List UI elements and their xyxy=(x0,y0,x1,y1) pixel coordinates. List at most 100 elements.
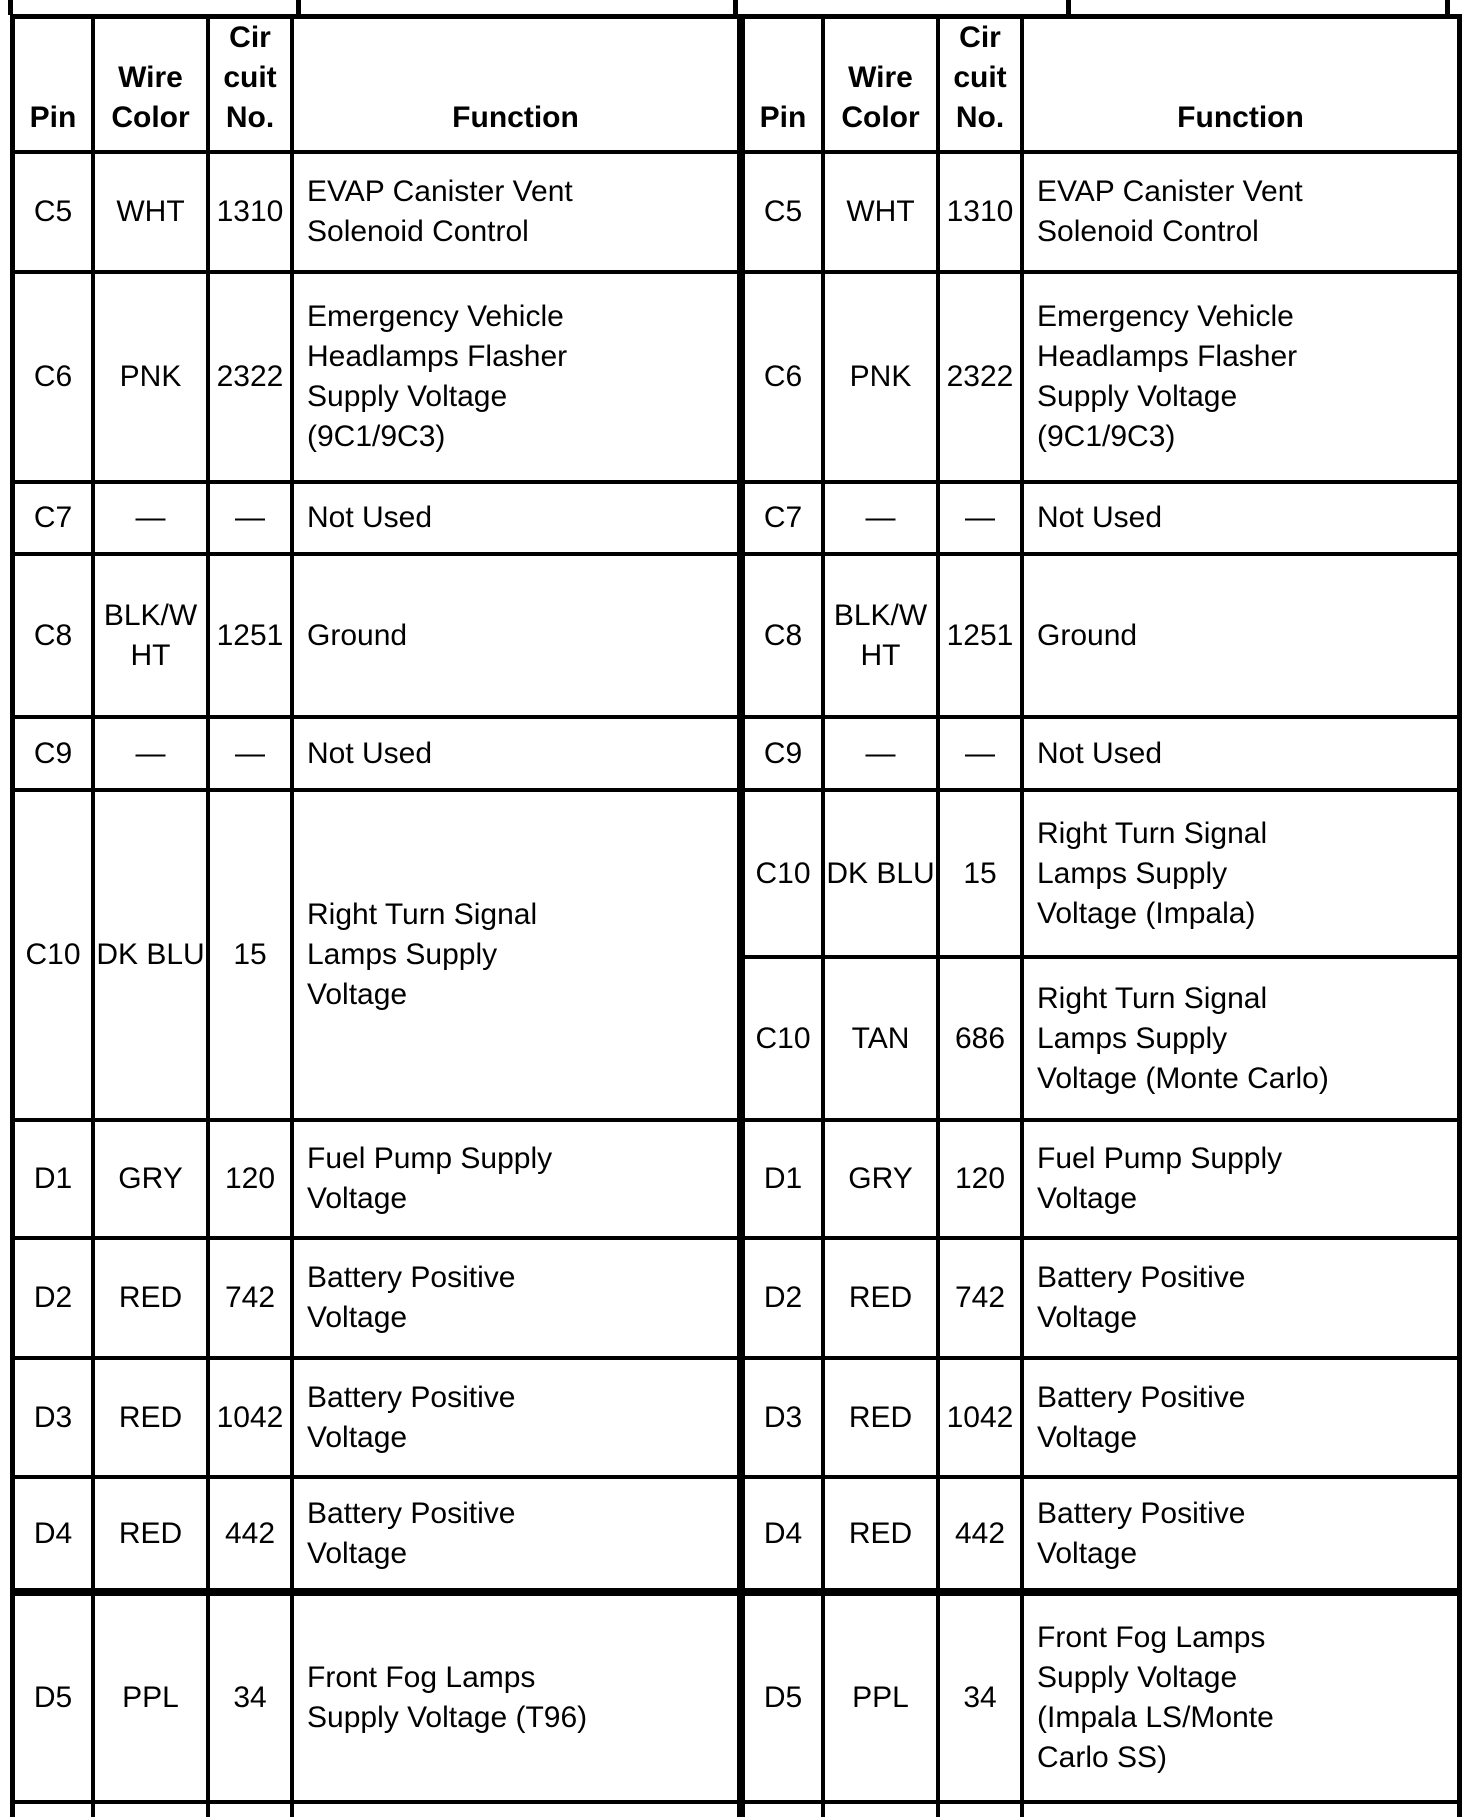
circuit-no-cell: 34 xyxy=(940,1596,1024,1804)
wire-color-cell: RED xyxy=(95,1479,210,1596)
pin-cell: D2 xyxy=(745,1240,825,1360)
header-wire-color: Wire Color xyxy=(825,19,940,154)
pin-cell: C5 xyxy=(745,154,825,274)
wire-color-cell: GRY xyxy=(825,1122,940,1240)
wire-color-cell: — xyxy=(825,484,940,556)
cropped-grid-remnant-tick xyxy=(296,0,301,15)
circuit-no-cell: 442 xyxy=(210,1479,294,1596)
cropped-next-row-cell xyxy=(210,1804,294,1817)
wire-color-cell: BLK/W HT xyxy=(825,556,940,719)
wire-color-cell: RED xyxy=(95,1240,210,1360)
function-cell: Battery Positive Voltage xyxy=(1024,1240,1457,1360)
wire-color-cell: RED xyxy=(95,1360,210,1479)
function-cell: Fuel Pump Supply Voltage xyxy=(1024,1122,1457,1240)
circuit-no-cell: 2322 xyxy=(210,274,294,484)
pin-cell: C9 xyxy=(15,719,95,792)
pin-cell: C8 xyxy=(745,556,825,719)
wire-color-cell: — xyxy=(825,719,940,792)
circuit-no-cell: 15 xyxy=(210,792,294,1122)
function-cell: Battery Positive Voltage xyxy=(1024,1360,1457,1479)
header-function: Function xyxy=(294,19,737,154)
left-pinout-table: Pin Wire Color Cir cuit No. Function C5 … xyxy=(10,14,742,1817)
pin-cell: C6 xyxy=(745,274,825,484)
wire-color-cell: — xyxy=(95,719,210,792)
header-pin: Pin xyxy=(745,19,825,154)
pin-cell: D3 xyxy=(745,1360,825,1479)
circuit-no-cell: 2322 xyxy=(940,274,1024,484)
circuit-no-cell: — xyxy=(940,484,1024,556)
header-circuit-no: Cir cuit No. xyxy=(940,19,1024,154)
cropped-next-row-cell xyxy=(745,1804,825,1817)
circuit-no-cell: 34 xyxy=(210,1596,294,1804)
wire-color-cell: PNK xyxy=(825,274,940,484)
pin-cell: C8 xyxy=(15,556,95,719)
function-cell: Front Fog Lamps Supply Voltage (T96) xyxy=(294,1596,737,1804)
function-cell: Ground xyxy=(294,556,737,719)
circuit-no-cell: 120 xyxy=(210,1122,294,1240)
circuit-no-cell: 15 xyxy=(940,792,1024,959)
wire-color-cell: WHT xyxy=(95,154,210,274)
function-cell: Emergency Vehicle Headlamps Flasher Supp… xyxy=(294,274,737,484)
pin-cell: D4 xyxy=(745,1479,825,1596)
header-function: Function xyxy=(1024,19,1457,154)
cropped-grid-remnant-tick xyxy=(1066,0,1071,15)
circuit-no-cell: 1310 xyxy=(940,154,1024,274)
pin-cell: D5 xyxy=(745,1596,825,1804)
wire-color-cell: GRY xyxy=(95,1122,210,1240)
cropped-next-row-cell xyxy=(95,1804,210,1817)
pin-cell: C7 xyxy=(745,484,825,556)
function-cell: Ground xyxy=(1024,556,1457,719)
circuit-no-cell: 442 xyxy=(940,1479,1024,1596)
wire-color-cell: PPL xyxy=(825,1596,940,1804)
function-cell: Not Used xyxy=(294,719,737,792)
cropped-next-row-cell xyxy=(825,1804,940,1817)
wire-color-cell: PPL xyxy=(95,1596,210,1804)
circuit-no-cell: 1251 xyxy=(940,556,1024,719)
circuit-no-cell: 1251 xyxy=(210,556,294,719)
header-pin: Pin xyxy=(15,19,95,154)
wire-color-cell: RED xyxy=(825,1240,940,1360)
pin-cell: C9 xyxy=(745,719,825,792)
function-cell: Not Used xyxy=(1024,484,1457,556)
pin-cell: C5 xyxy=(15,154,95,274)
circuit-no-cell: 1042 xyxy=(940,1360,1024,1479)
pin-cell: D1 xyxy=(15,1122,95,1240)
function-cell: Right Turn Signal Lamps Supply Voltage xyxy=(294,792,737,1122)
right-pinout-table: Pin Wire Color Cir cuit No. Function C5 … xyxy=(740,14,1462,1817)
wire-color-cell: DK BLU xyxy=(95,792,210,1122)
circuit-no-cell: 120 xyxy=(940,1122,1024,1240)
circuit-no-cell: — xyxy=(210,484,294,556)
pin-cell: D5 xyxy=(15,1596,95,1804)
pin-cell: D1 xyxy=(745,1122,825,1240)
pin-cell: D2 xyxy=(15,1240,95,1360)
function-cell: Not Used xyxy=(1024,719,1457,792)
pin-cell: C10 xyxy=(745,959,825,1122)
cropped-grid-remnant-tick xyxy=(733,0,738,15)
function-cell: Fuel Pump Supply Voltage xyxy=(294,1122,737,1240)
circuit-no-cell: — xyxy=(210,719,294,792)
wire-color-cell: BLK/W HT xyxy=(95,556,210,719)
cropped-grid-remnant-tick xyxy=(8,0,13,15)
pin-cell: C10 xyxy=(745,792,825,959)
circuit-no-cell: 1310 xyxy=(210,154,294,274)
cropped-next-row-cell xyxy=(940,1804,1024,1817)
wire-color-cell: TAN xyxy=(825,959,940,1122)
wire-color-cell: — xyxy=(95,484,210,556)
circuit-no-cell: 742 xyxy=(210,1240,294,1360)
pin-cell: D4 xyxy=(15,1479,95,1596)
function-cell: Battery Positive Voltage xyxy=(294,1240,737,1360)
wire-color-cell: DK BLU xyxy=(825,792,940,959)
function-cell: Battery Positive Voltage xyxy=(294,1360,737,1479)
cropped-next-row-cell xyxy=(1024,1804,1457,1817)
pin-cell: C7 xyxy=(15,484,95,556)
circuit-no-cell: 742 xyxy=(940,1240,1024,1360)
pin-cell: C6 xyxy=(15,274,95,484)
circuit-no-cell: — xyxy=(940,719,1024,792)
pin-cell: D3 xyxy=(15,1360,95,1479)
function-cell: Not Used xyxy=(294,484,737,556)
function-cell: EVAP Canister Vent Solenoid Control xyxy=(294,154,737,274)
wire-color-cell: RED xyxy=(825,1479,940,1596)
cropped-next-row-cell xyxy=(15,1804,95,1817)
wire-color-cell: PNK xyxy=(95,274,210,484)
cropped-next-row-cell xyxy=(294,1804,737,1817)
